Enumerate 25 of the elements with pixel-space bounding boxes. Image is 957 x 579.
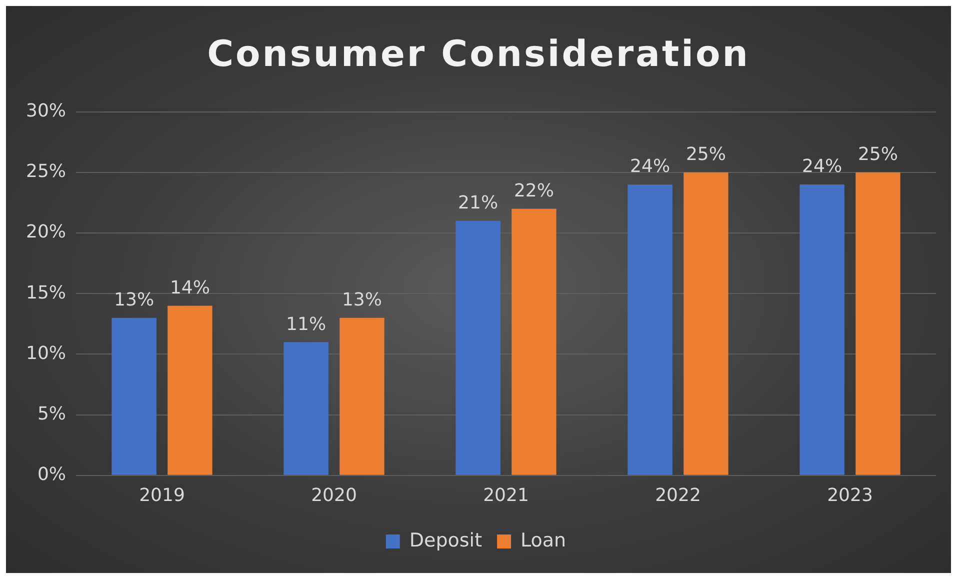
- data-label: 25%: [686, 144, 726, 166]
- y-tick-label: 20%: [26, 222, 66, 243]
- legend-label: Deposit: [409, 529, 482, 552]
- data-label: 13%: [342, 290, 382, 311]
- x-tick-label: 2020: [311, 484, 357, 506]
- x-tick-label: 2023: [827, 484, 873, 506]
- y-tick-label: 10%: [26, 342, 66, 364]
- data-label: 14%: [170, 277, 210, 298]
- data-label: 24%: [630, 156, 670, 178]
- y-tick-label: 5%: [37, 403, 66, 424]
- x-tick-label: 2022: [655, 484, 701, 506]
- chart-title: Consumer Consideration: [206, 34, 751, 75]
- y-tick-label: 30%: [26, 100, 66, 122]
- legend-label: Loan: [520, 529, 566, 552]
- y-tick-label: 25%: [26, 161, 66, 182]
- x-tick-label: 2019: [139, 484, 185, 506]
- data-label: 21%: [458, 192, 498, 214]
- data-label: 22%: [514, 180, 554, 202]
- y-tick-label: 15%: [26, 282, 66, 304]
- data-label: 25%: [858, 144, 898, 166]
- data-label: 11%: [286, 314, 326, 335]
- x-tick-label: 2021: [483, 484, 529, 506]
- data-label: 13%: [114, 290, 154, 311]
- data-label: 24%: [802, 156, 842, 178]
- y-tick-label: 0%: [37, 464, 66, 486]
